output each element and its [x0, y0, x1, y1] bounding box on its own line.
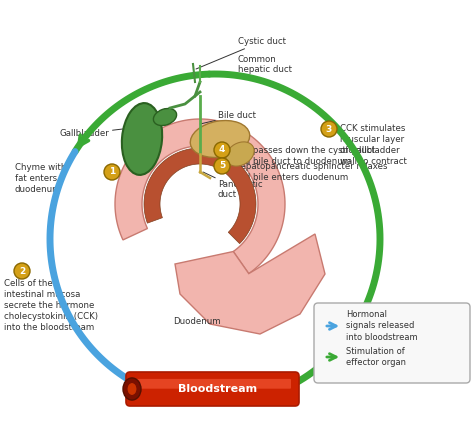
- Ellipse shape: [123, 378, 141, 400]
- Text: Hepatopancreatic sphincter relaxes
and bile enters duodenum: Hepatopancreatic sphincter relaxes and b…: [234, 162, 388, 182]
- Text: Pancreatic
duct: Pancreatic duct: [203, 172, 263, 199]
- Text: Bile passes down the cystic duct
and bile duct to duodenum: Bile passes down the cystic duct and bil…: [234, 146, 375, 166]
- Text: 2: 2: [19, 266, 25, 276]
- Text: Chyme with
fat enters
duodenum: Chyme with fat enters duodenum: [15, 163, 66, 194]
- Text: Bloodstream: Bloodstream: [178, 384, 257, 394]
- Text: Hormonal
signals released
into bloodstream: Hormonal signals released into bloodstre…: [346, 310, 418, 342]
- Text: Cells of the
intestinal mucosa
secrete the hormone
cholecystokinin (CCK)
into th: Cells of the intestinal mucosa secrete t…: [4, 279, 98, 332]
- Text: 5: 5: [219, 161, 225, 171]
- Text: 1: 1: [109, 168, 115, 177]
- Text: Common
hepatic duct: Common hepatic duct: [238, 55, 292, 74]
- Polygon shape: [175, 234, 325, 334]
- Circle shape: [104, 164, 120, 180]
- Circle shape: [321, 121, 337, 137]
- Text: Duodenum: Duodenum: [173, 317, 221, 326]
- FancyBboxPatch shape: [126, 372, 299, 406]
- Text: 3: 3: [326, 125, 332, 134]
- FancyBboxPatch shape: [314, 303, 470, 383]
- Ellipse shape: [122, 103, 162, 175]
- Ellipse shape: [226, 142, 254, 166]
- Polygon shape: [115, 119, 285, 273]
- Text: Cystic duct: Cystic duct: [196, 37, 286, 69]
- Ellipse shape: [127, 382, 137, 395]
- Text: CCK stimulates
muscular layer
of gallbladder
wall to contract: CCK stimulates muscular layer of gallbla…: [340, 124, 407, 166]
- Circle shape: [14, 263, 30, 279]
- Circle shape: [214, 158, 230, 174]
- Ellipse shape: [154, 108, 177, 125]
- Text: Gallbladder: Gallbladder: [60, 126, 148, 138]
- Text: 4: 4: [219, 145, 225, 155]
- FancyBboxPatch shape: [134, 379, 291, 389]
- Circle shape: [214, 142, 230, 158]
- Polygon shape: [144, 148, 256, 243]
- Text: Stimulation of
effector organ: Stimulation of effector organ: [346, 347, 406, 367]
- Text: Bile duct: Bile duct: [200, 111, 256, 124]
- Ellipse shape: [190, 121, 250, 158]
